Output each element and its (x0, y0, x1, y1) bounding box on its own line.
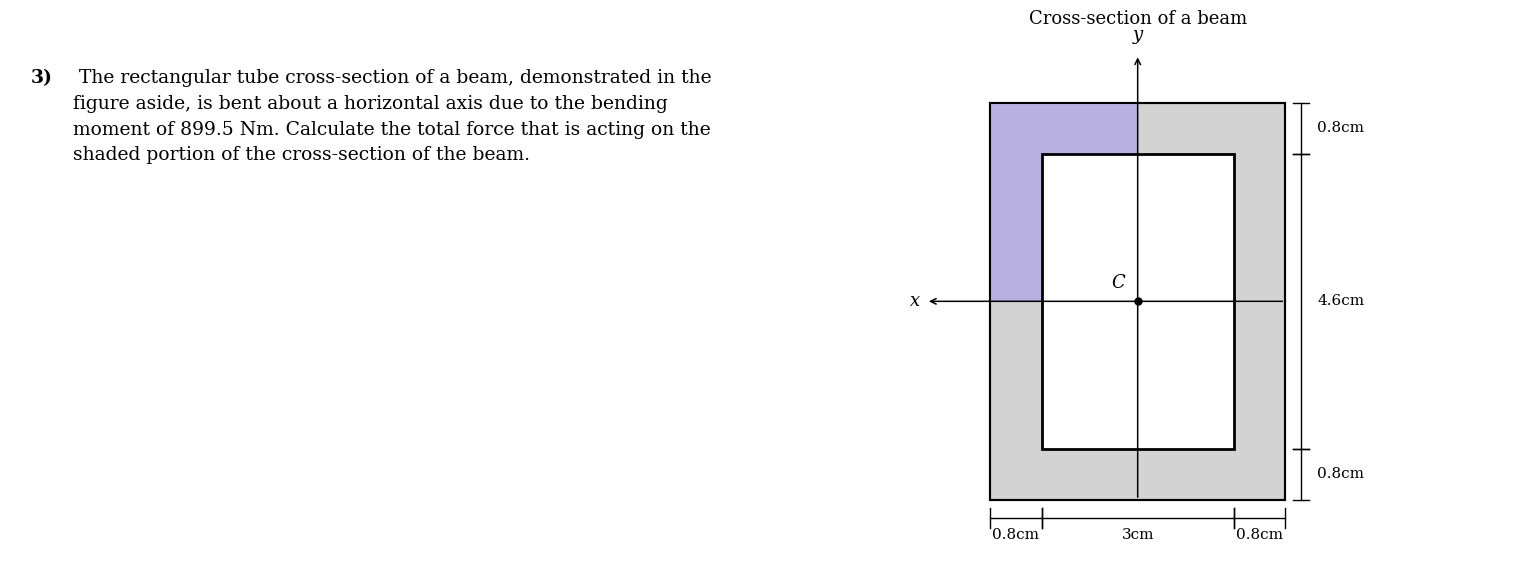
Text: x: x (910, 293, 920, 310)
Bar (991, 103, 1138, 301)
Text: The rectangular tube cross-section of a beam, demonstrated in the
figure aside, : The rectangular tube cross-section of a … (72, 69, 712, 164)
Text: 4.6cm: 4.6cm (1318, 294, 1364, 308)
Text: 0.8cm: 0.8cm (1318, 121, 1364, 135)
Text: 0.8cm: 0.8cm (992, 529, 1040, 542)
Text: C: C (1112, 275, 1126, 293)
Text: 3): 3) (31, 69, 52, 87)
Text: Cross-section of a beam: Cross-section of a beam (1029, 10, 1247, 28)
Bar (1042, 154, 1233, 449)
Bar (991, 103, 1285, 500)
Text: 3cm: 3cm (1121, 529, 1154, 542)
Text: y: y (1132, 25, 1143, 44)
Text: 0.8cm: 0.8cm (1318, 467, 1364, 481)
Text: 0.8cm: 0.8cm (1236, 529, 1282, 542)
Bar (991, 103, 1285, 500)
